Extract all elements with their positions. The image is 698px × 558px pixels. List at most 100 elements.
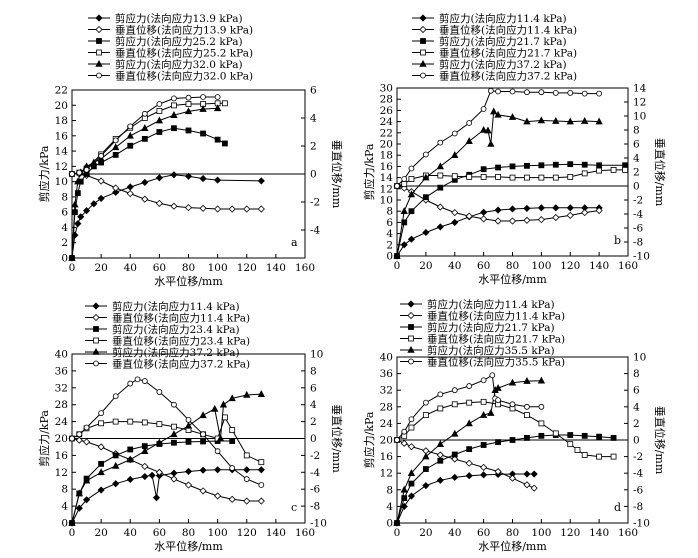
data-point <box>68 253 76 261</box>
data-point <box>243 476 250 482</box>
y-tick-label: 18 <box>55 115 68 127</box>
data-point <box>141 378 148 384</box>
data-point <box>401 180 408 187</box>
data-point <box>567 432 574 438</box>
panel-letter: c <box>291 501 297 514</box>
panel-letter: a <box>291 236 298 249</box>
data-point <box>214 176 222 184</box>
x-tick-label: 140 <box>266 262 286 274</box>
series-line <box>396 185 600 222</box>
legend-marker <box>93 360 99 367</box>
data-point <box>112 452 119 459</box>
data-point <box>112 461 120 469</box>
data-point <box>408 480 415 487</box>
data-point <box>400 207 408 215</box>
data-point <box>98 420 105 427</box>
data-point <box>422 194 429 201</box>
y2-tick-label: -6 <box>310 484 321 496</box>
y-tick-label: 40 <box>380 352 393 364</box>
data-point <box>199 487 207 495</box>
data-point <box>436 451 444 459</box>
y-tick-label: 28 <box>380 401 393 413</box>
data-point <box>436 440 444 447</box>
data-point <box>98 410 105 417</box>
data-point <box>156 108 163 114</box>
y-tick-label: 24 <box>380 418 394 430</box>
y-axis-title: 剪应力/kPa <box>37 410 51 467</box>
y2-tick-label: -4 <box>633 468 644 480</box>
data-point <box>610 453 617 460</box>
y2-tick-label: 14 <box>633 83 647 95</box>
y2-tick-label: 2 <box>310 141 317 153</box>
data-point <box>466 173 473 180</box>
data-point <box>508 205 517 213</box>
data-point <box>112 480 120 488</box>
data-point <box>69 435 75 442</box>
legend-marker <box>96 72 102 79</box>
data-point <box>596 453 603 460</box>
x-axis-title: 水平位移/mm <box>478 539 547 553</box>
y-tick-label: 4 <box>61 222 68 234</box>
y-tick-label: 22 <box>380 127 393 139</box>
legend-marker <box>93 326 99 332</box>
data-point <box>408 424 415 431</box>
chart-panel-a: 0 20 40 60 80 100 120 140 1600246810121416182022… <box>37 12 344 288</box>
data-point <box>408 416 415 423</box>
data-point <box>480 442 487 448</box>
data-point <box>97 443 105 451</box>
data-point <box>490 107 498 115</box>
y-tick-label: 30 <box>380 83 393 95</box>
data-point <box>257 177 265 185</box>
y2-tick-label: -4 <box>310 225 321 237</box>
data-point <box>422 228 430 237</box>
data-point <box>479 411 488 418</box>
data-point <box>171 95 177 102</box>
data-point <box>407 235 416 243</box>
data-point <box>258 459 265 466</box>
data-point <box>567 90 574 96</box>
data-point <box>537 204 545 212</box>
data-point <box>451 218 459 226</box>
series-shear-4 <box>68 104 222 261</box>
legend-label: 剪应力(法向应力11.4 kPa) <box>112 300 240 313</box>
data-point <box>148 471 156 479</box>
data-point <box>480 173 487 180</box>
data-point <box>82 496 91 504</box>
y2-axis-title: 垂直位移/mm <box>330 140 344 209</box>
data-point <box>494 217 502 225</box>
data-point <box>610 435 617 441</box>
legend-label: 剪应力(法向应力37.2 kPa) <box>439 58 567 71</box>
data-point <box>465 459 473 467</box>
y2-tick-label: 6 <box>310 382 317 394</box>
data-point <box>75 504 83 512</box>
x-tick-label: 80 <box>182 262 195 274</box>
y2-axis-title: 垂直位移/mm <box>653 406 667 475</box>
x-tick-label: 120 <box>560 260 580 272</box>
y-tick-label: 2 <box>61 237 68 249</box>
x-axis-title: 水平位移/mm <box>478 272 547 286</box>
y-tick-label: 4 <box>61 501 68 513</box>
data-point <box>451 429 459 437</box>
y-tick-label: 12 <box>55 161 68 173</box>
legend-label: 垂直位移(法向应力11.4 kPa) <box>427 310 565 323</box>
series-line <box>396 90 600 187</box>
data-point <box>243 452 250 459</box>
x-tick-label: 100 <box>531 527 551 539</box>
data-point <box>581 170 588 177</box>
data-point <box>484 126 492 134</box>
data-point <box>97 194 105 203</box>
data-point <box>407 190 416 198</box>
panel-letter: b <box>614 234 621 247</box>
data-point <box>258 482 265 488</box>
data-point <box>523 377 531 384</box>
x-tick-label: 60 <box>153 527 166 539</box>
series-line <box>71 440 233 524</box>
y-tick-label: 32 <box>55 382 68 394</box>
y-tick-label: 0 <box>386 251 393 263</box>
data-point <box>437 184 444 191</box>
data-point <box>141 472 149 481</box>
y2-tick-label: 2 <box>310 416 317 428</box>
data-point <box>566 117 574 125</box>
y2-tick-label: 0 <box>633 435 640 447</box>
y-tick-label: 16 <box>380 451 394 463</box>
